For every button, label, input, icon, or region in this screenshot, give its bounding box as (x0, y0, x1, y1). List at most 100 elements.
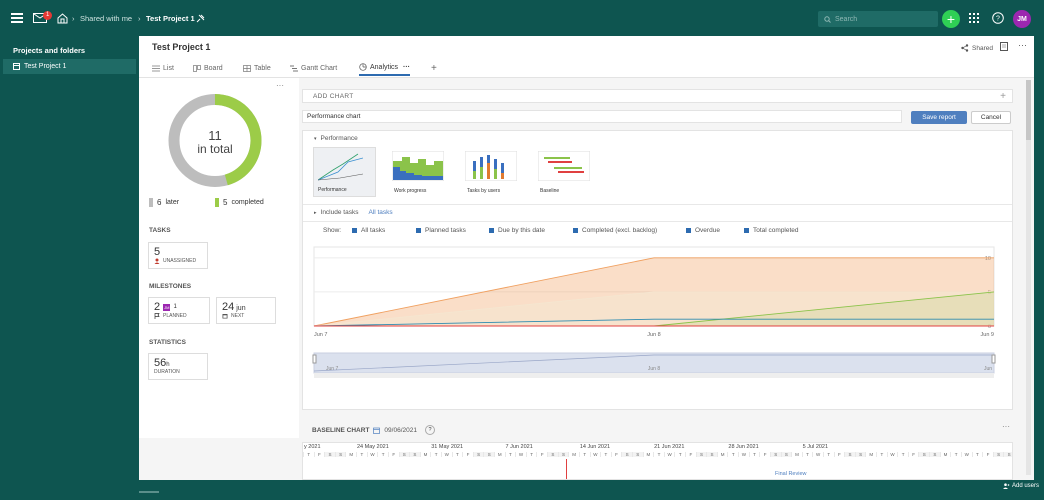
breadcrumb-project[interactable]: Test Project 1 (146, 13, 195, 23)
later-label: later (165, 199, 180, 206)
chart-name-input[interactable]: Performance chart (302, 110, 902, 123)
checkbox-checked-icon (489, 227, 494, 233)
horizontal-scrollbar[interactable] (139, 491, 159, 493)
baseline-day-label: M (494, 452, 505, 457)
tab-gantt-chart[interactable]: Gantt Chart (290, 60, 337, 76)
baseline-day-label: S (631, 452, 643, 457)
chart-type-label: Baseline (540, 188, 560, 194)
mail-badge: 1 (43, 10, 53, 20)
baseline-day-label: W (366, 452, 378, 457)
chart-type-label: Performance (318, 187, 347, 193)
share-button[interactable]: Shared (961, 44, 993, 52)
navigator-scrollbar (314, 373, 994, 378)
breadcrumb-shared[interactable]: Shared with me (80, 13, 133, 23)
show-option-completed[interactable]: Completed (excl. backlog) (573, 227, 657, 234)
summary-more-icon[interactable]: ··· (276, 81, 284, 90)
add-chart-plus-icon[interactable]: + (1000, 90, 1006, 102)
chart-type-performance[interactable]: Performance (313, 147, 376, 197)
home-icon[interactable] (57, 0, 68, 36)
work-progress-thumbnail-icon (392, 151, 444, 181)
baseline-day-label: W (663, 452, 675, 457)
show-option-total-completed[interactable]: Total completed (744, 227, 799, 234)
top-bar: 1 › Shared with me › Test Project 1 Sear… (0, 0, 1044, 36)
save-report-button[interactable]: Save report (911, 111, 967, 124)
chevron-down-icon: ▾ (314, 135, 317, 142)
chart-type-work-progress[interactable]: Work progress (390, 147, 450, 197)
navigator-handle-left (312, 354, 317, 364)
divider (303, 221, 1012, 222)
show-option-overdue[interactable]: Overdue (686, 227, 720, 234)
navigator-label: Jun (984, 366, 992, 372)
baseline-day-label: S (472, 452, 484, 457)
completed-label: completed (231, 199, 264, 206)
unassigned-card[interactable]: 5 UNASSIGNED (148, 242, 208, 269)
search-input[interactable]: Search (818, 11, 938, 27)
planned-card[interactable]: 2 JM 1 PLANNED (148, 297, 210, 324)
final-review-milestone[interactable]: Final Review (775, 471, 807, 477)
divider (303, 204, 1012, 205)
breadcrumb-separator: › (138, 13, 141, 23)
navigator-handle-right (991, 354, 996, 364)
chart-type-baseline[interactable]: Baseline (536, 147, 596, 197)
chart-type-tasks-by-users[interactable]: Tasks by users (463, 147, 523, 197)
total-count: 11 (208, 128, 222, 143)
pin-icon[interactable] (196, 0, 205, 36)
duration-card[interactable]: 56 h DURATION (148, 353, 208, 380)
duration-label: DURATION (154, 369, 180, 375)
add-tab-button[interactable]: + (431, 62, 437, 74)
add-chart-bar[interactable]: ADD CHART + (302, 89, 1013, 103)
planned-label: PLANNED (163, 313, 187, 319)
user-avatar[interactable]: JM (1013, 10, 1031, 28)
baseline-more-icon[interactable]: ··· (1002, 422, 1010, 431)
apps-grid-icon[interactable] (969, 0, 979, 36)
project-header: Test Project 1 Shared ··· List Board Tab… (139, 36, 1034, 78)
performance-section-toggle[interactable]: ▾ Performance (314, 135, 358, 142)
tab-list[interactable]: List (152, 60, 174, 76)
show-option-label: Completed (excl. backlog) (582, 227, 658, 234)
add-user-icon (1002, 483, 1010, 489)
baseline-week-label: 5 Jul 2021 (802, 444, 829, 450)
baseline-header: BASELINE CHART 09/06/2021 ? (312, 425, 435, 435)
unassigned-user-icon (154, 258, 160, 264)
chart-type-label: Tasks by users (467, 188, 501, 194)
scrollbar-thumb[interactable] (1026, 80, 1031, 140)
baseline-day-label: W (589, 452, 601, 457)
baseline-day-label: F (536, 452, 547, 457)
tab-analytics[interactable]: Analytics ··· (359, 60, 411, 76)
bottom-strip: Add users (139, 480, 1039, 500)
vertical-scrollbar[interactable] (1026, 80, 1031, 475)
show-option-planned-tasks[interactable]: Planned tasks (416, 227, 466, 234)
menu-icon[interactable] (10, 0, 24, 36)
add-users-button[interactable]: Add users (1002, 483, 1039, 489)
more-options-icon[interactable]: ··· (1018, 40, 1027, 50)
show-option-due-by-date[interactable]: Due by this date (489, 227, 545, 234)
sidebar-item-test-project-1[interactable]: Test Project 1 (3, 59, 136, 74)
mail-icon[interactable]: 1 (33, 0, 53, 36)
baseline-day-label: M (791, 452, 802, 457)
y-tick-label: 0 (988, 324, 991, 330)
baseline-day-label: S (398, 452, 410, 457)
gantt-icon (290, 65, 298, 71)
next-milestone-card[interactable]: 24 jun NEXT (216, 297, 276, 324)
baseline-day-label: S (324, 452, 335, 457)
cancel-button[interactable]: Cancel (971, 111, 1011, 124)
help-icon[interactable]: ? (992, 0, 1004, 36)
baseline-day-label: S (547, 452, 558, 457)
tab-table[interactable]: Table (243, 60, 271, 76)
show-option-all-tasks[interactable]: All tasks (352, 227, 385, 234)
add-button[interactable]: + (942, 10, 960, 28)
tab-board[interactable]: Board (193, 60, 223, 76)
baseline-day-label: W (440, 452, 452, 457)
document-icon[interactable] (1000, 42, 1008, 53)
help-button[interactable]: ? (424, 425, 435, 435)
include-tasks-toggle[interactable]: ▸ Include tasks All tasks (314, 209, 393, 216)
analytics-icon (359, 63, 367, 71)
show-label: Show: (323, 227, 342, 234)
tab-label: List (163, 64, 174, 72)
tab-more-icon[interactable]: ··· (403, 63, 411, 71)
baseline-day-label: M (865, 452, 876, 457)
baseline-week-label: y 2021 (304, 444, 321, 450)
baseline-date[interactable]: 09/06/2021 (384, 426, 417, 434)
baseline-day-label: T (578, 452, 590, 457)
